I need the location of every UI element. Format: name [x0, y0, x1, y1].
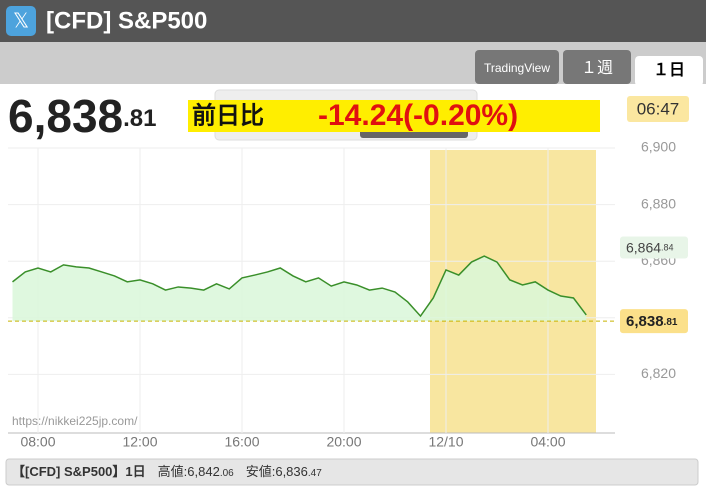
- high-main: 6,842: [187, 464, 220, 479]
- high-marker-main: 6,864: [626, 239, 661, 255]
- x-tick-label: 16:00: [224, 434, 259, 450]
- low-decimal: .47: [308, 468, 322, 479]
- y-tick-label: 6,820: [641, 365, 676, 381]
- area: [12, 256, 587, 322]
- tab-active[interactable]: [635, 56, 703, 86]
- high-decimal: .06: [220, 468, 234, 479]
- tab[interactable]: [475, 50, 559, 84]
- change-value: -14.24(-0.20%): [318, 99, 518, 132]
- high-label: 高値:: [158, 464, 188, 479]
- price-main: 6,838: [8, 90, 123, 142]
- price-marker-main: 6,838: [626, 313, 664, 330]
- x-tick-label: 12/10: [428, 434, 463, 450]
- price-marker-label: 6,838.81: [626, 313, 678, 330]
- footer-bar: [5, 458, 699, 486]
- title: [CFD] S&P500: [46, 7, 207, 34]
- price: 6,838.81: [8, 90, 157, 142]
- x-tick-label: 08:00: [20, 434, 55, 450]
- x-icon[interactable]: [6, 6, 36, 36]
- y-tick-label: 6,880: [641, 195, 676, 211]
- change-box: [188, 100, 600, 132]
- x-tick-label: 12:00: [122, 434, 157, 450]
- tab-label: TradingView: [484, 61, 550, 75]
- chart: 6,8206,8406,8606,8806,90008:0012:0016:00…: [8, 139, 688, 450]
- x-tick-label: 04:00: [530, 434, 565, 450]
- high-marker: [620, 236, 688, 259]
- high-marker-decimal: .84: [661, 243, 674, 253]
- high-marker-label: 6,864.84: [626, 239, 674, 255]
- change-label: 前日比: [192, 101, 264, 129]
- price-marker-decimal: .81: [664, 317, 678, 328]
- footer-text: 【[CFD] S&P500】1日 高値:6,842.06 安値:6,836.47: [12, 464, 322, 479]
- watermark: https://nikkei225jp.com/: [12, 414, 138, 428]
- x-tick-label: 20:00: [326, 434, 361, 450]
- y-tick-label: 6,900: [641, 139, 676, 155]
- tab[interactable]: [563, 50, 631, 84]
- tab-label: １日: [653, 61, 685, 79]
- x-logo: 𝕏: [13, 10, 29, 32]
- time-box: [627, 96, 689, 122]
- line: [12, 255, 587, 318]
- header-bar: [0, 0, 706, 42]
- tab-label: １週: [581, 59, 613, 77]
- low-main: 6,836: [275, 464, 308, 479]
- price-decimal: .81: [123, 105, 156, 132]
- low-label: 安値:: [246, 464, 276, 479]
- time: 06:47: [637, 99, 680, 118]
- footer-title: 【[CFD] S&P500】1日: [12, 464, 146, 479]
- price-marker: [620, 309, 688, 334]
